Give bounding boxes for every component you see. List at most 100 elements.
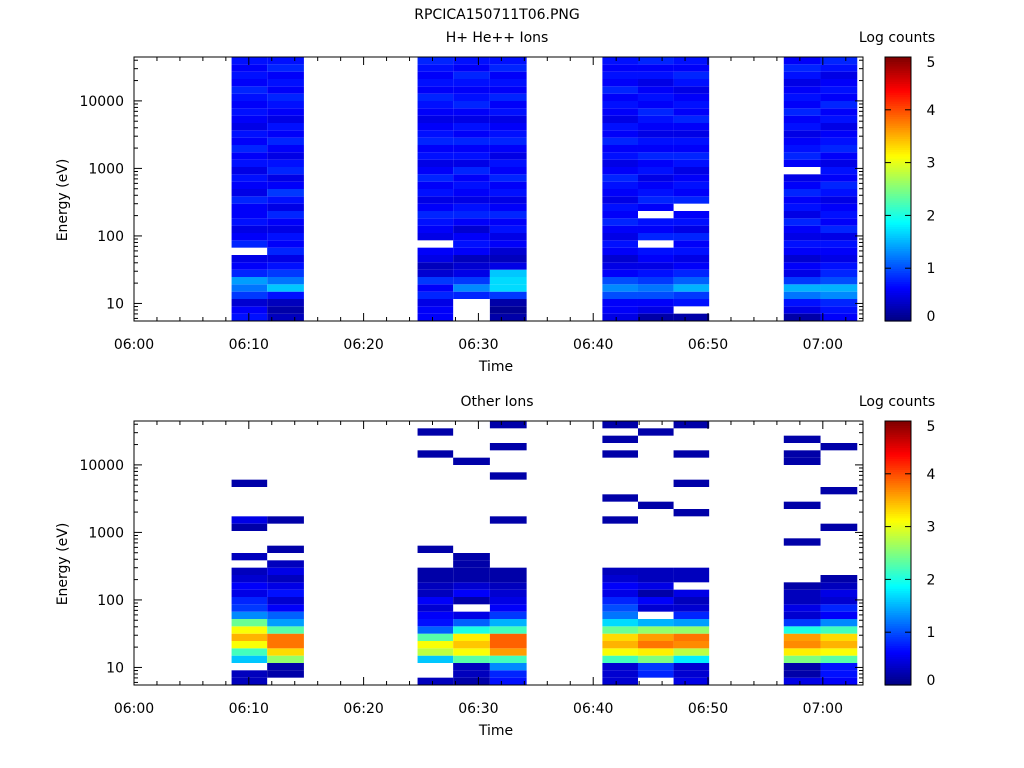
colorbar-step [885,65,911,69]
heatmap-cell [783,225,821,233]
heatmap-cell [417,247,454,255]
heatmap-cell [820,203,858,211]
heatmap-cell [231,145,268,153]
colorbar-step [885,83,911,87]
colorbar-step [885,63,911,67]
heatmap-cell [602,101,638,109]
heatmap-cell [453,203,490,211]
colorbar-step [885,268,911,271]
heatmap-cell [602,152,638,160]
heatmap-cell [453,130,490,138]
colorbar-step [885,641,911,644]
heatmap-cell [673,655,710,663]
heatmap-cell [489,79,527,87]
heatmap-cell [673,108,710,116]
heatmap-cell [453,233,490,241]
x-tick-label: 06:30 [458,701,498,717]
heatmap-cell [231,86,268,94]
heatmap-cell [783,269,821,277]
colorbar-step [885,528,911,532]
heatmap-cell [637,101,674,109]
colorbar-step [885,151,911,155]
heatmap-cell [783,93,821,101]
heatmap-cell [453,553,490,561]
colorbar-step [885,235,911,238]
heatmap-cell [489,443,527,451]
colorbar-step [885,241,911,245]
heatmap-cell [602,57,638,65]
heatmap-cell [417,582,454,590]
colorbar-step [885,228,911,232]
colorbar-step [885,526,911,530]
heatmap-cell [637,269,674,277]
heatmap-cell [637,71,674,79]
colorbar-tick-label: 0 [927,673,936,689]
heatmap-cell [267,582,304,590]
heatmap-cell [602,189,638,197]
colorbar-step [885,162,911,166]
heatmap-cell [489,218,527,226]
heatmap-cell [783,137,821,145]
heatmap-cell [489,108,527,116]
heatmap-cell [673,211,710,219]
heatmap-cell [417,130,454,138]
heatmap-cell [453,648,490,656]
heatmap-cell [231,589,268,597]
colorbar-tick-label: 3 [927,156,936,172]
colorbar: 0 1 2 3 4 5 [884,419,936,689]
heatmap-cell [489,619,527,627]
heatmap-cell [489,64,527,72]
heatmap-cell [267,167,304,175]
heatmap-cell [820,306,858,314]
heatmap-cell [820,262,858,270]
heatmap-cell [820,677,858,685]
colorbar-step [885,509,911,512]
colorbar-step [885,645,911,649]
colorbar-step [885,568,911,572]
colorbar-step [885,678,911,682]
heatmap-cell [820,86,858,94]
colorbar-step [885,118,911,122]
heatmap-cell [417,575,454,583]
colorbar-step [885,266,911,269]
colorbar-step [885,186,911,190]
heatmap-cell [783,604,821,612]
heatmap-cell [783,670,821,678]
heatmap-cell [637,145,674,153]
colorbar-step [885,145,911,148]
heatmap-cell [489,313,527,321]
colorbar-step [885,660,911,664]
heatmap-cell [417,145,454,153]
heatmap-cell [673,299,710,307]
panel-h-he-ions: H+ He++ Ions Log counts Time Energy (eV)… [55,30,936,375]
colorbar-step [885,458,911,462]
heatmap-cell [673,240,710,248]
colorbar-step [885,120,911,124]
heatmap-cell [417,291,454,299]
colorbar-step [885,147,911,150]
colorbar-step [885,535,911,539]
heatmap-cell [231,269,268,277]
colorbar-step [885,434,911,437]
heatmap-cell [673,648,710,656]
heatmap-cell [602,225,638,233]
heatmap-cell [489,167,527,175]
heatmap-cell [602,421,638,429]
heatmap-cell [267,641,304,649]
heatmap-cell [231,218,268,226]
heatmap-cell [417,633,454,641]
heatmap-cell [417,108,454,116]
heatmap-cell [602,626,638,634]
heatmap-cell [417,269,454,277]
panel-other-ions: Other Ions Log counts Time Energy (eV) 0… [55,394,936,739]
heatmap-cell [820,240,858,248]
heatmap-cell [673,137,710,145]
heatmap-cell [637,130,674,138]
colorbar-step [885,94,911,98]
colorbar-step [885,555,911,558]
heatmap-cell [602,123,638,131]
colorbar-step [885,656,911,660]
heatmap-cell [231,284,268,292]
heatmap-cell [673,167,710,175]
colorbar-step [885,173,911,177]
